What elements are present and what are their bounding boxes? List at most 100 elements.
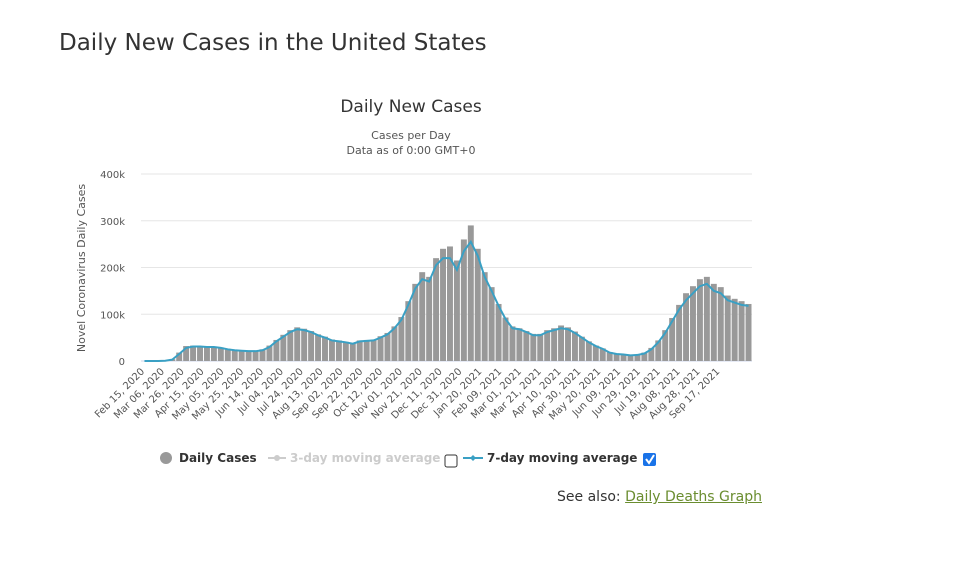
daily-deaths-graph-link[interactable]: Daily Deaths Graph [625,489,762,505]
daily-cases-bar[interactable] [599,348,606,361]
daily-cases-bar[interactable] [294,327,301,361]
daily-cases-bar[interactable] [426,276,433,361]
daily-cases-bar[interactable] [481,272,488,361]
legend-7day-label: 7-day moving average [487,451,637,465]
daily-cases-bar[interactable] [585,341,592,361]
daily-cases-bar[interactable] [273,339,280,361]
see-also-label: See also: [557,489,621,505]
daily-cases-bar[interactable] [190,345,197,361]
daily-cases-bar[interactable] [433,258,440,361]
daily-cases-bar[interactable] [703,276,710,361]
daily-cases-bar[interactable] [523,331,530,361]
y-tick-label: 400k [100,170,125,181]
daily-cases-bar[interactable] [467,225,474,361]
daily-cases-bar[interactable] [495,303,502,361]
3day-average-checkbox[interactable] [444,454,458,468]
daily-cases-bar[interactable] [578,336,585,361]
daily-cases-bar[interactable] [266,345,273,361]
daily-cases-bar[interactable] [217,347,224,361]
daily-cases-bar[interactable] [592,345,599,361]
daily-cases-bar[interactable] [502,317,509,361]
daily-cases-bar[interactable] [731,298,738,361]
daily-cases-bar[interactable] [308,331,315,361]
daily-cases-bar[interactable] [676,304,683,361]
daily-cases-bar[interactable] [558,325,565,361]
daily-cases-bar[interactable] [669,317,676,361]
daily-cases-bar[interactable] [335,340,342,361]
daily-cases-bar[interactable] [488,287,495,361]
daily-cases-bar[interactable] [405,301,412,361]
daily-cases-bar[interactable] [453,260,460,361]
checkmark-icon [645,454,655,465]
daily-cases-bar[interactable] [377,336,384,361]
daily-cases-bar[interactable] [613,353,620,361]
daily-cases-bar[interactable] [544,330,551,361]
daily-cases-bar[interactable] [648,347,655,361]
daily-cases-bar[interactable] [210,346,217,361]
daily-cases-bar[interactable] [412,283,419,361]
y-tick-label: 0 [119,357,125,368]
daily-cases-bar[interactable] [391,326,398,361]
daily-cases-bar[interactable] [183,346,190,361]
daily-cases-bar[interactable] [224,348,231,361]
daily-cases-bar[interactable] [460,239,467,361]
daily-cases-bar[interactable] [203,346,210,361]
daily-cases-bar[interactable] [322,336,328,361]
daily-cases-bar[interactable] [509,326,516,361]
legend-daily-cases[interactable]: Daily Cases [160,451,257,465]
daily-cases-bar[interactable] [252,350,259,361]
daily-cases-bar[interactable] [537,333,544,361]
daily-cases-bar[interactable] [474,248,481,361]
daily-cases-bar[interactable] [370,339,377,361]
daily-cases-bar[interactable] [280,334,287,361]
y-axis-label: Novel Coronavirus Daily Cases [75,184,88,352]
daily-cases-bar[interactable] [516,328,523,361]
daily-cases-bar[interactable] [301,328,308,361]
daily-cases-bar[interactable] [696,279,703,361]
7day-average-checkbox[interactable] [643,453,656,466]
legend-7day-average[interactable]: 7-day moving average [463,451,637,465]
daily-cases-bar[interactable] [717,287,724,361]
daily-cases-bar[interactable] [342,341,349,361]
daily-cases-bar[interactable] [571,331,578,361]
legend-7day-marker [470,455,476,461]
daily-cases-bar[interactable] [724,295,731,361]
daily-cases-bar[interactable] [419,272,426,361]
daily-cases-bar[interactable] [231,349,238,361]
y-tick-label: 300k [100,217,125,228]
daily-cases-bar[interactable] [259,349,266,361]
page-title: Daily New Cases in the United States [59,30,487,56]
daily-cases-bar[interactable] [620,353,627,361]
daily-cases-bar[interactable] [641,352,648,361]
daily-cases-bar[interactable] [690,286,696,361]
daily-cases-bar[interactable] [238,350,245,361]
daily-cases-bar[interactable] [565,327,571,361]
daily-cases-bar[interactable] [315,334,322,361]
daily-cases-bar[interactable] [349,343,356,361]
daily-cases-bar[interactable] [662,330,669,361]
daily-cases-bar[interactable] [710,283,717,361]
daily-cases-bar[interactable] [398,317,405,361]
daily-cases-bar[interactable] [530,333,537,361]
daily-cases-bar[interactable] [606,352,613,361]
daily-cases-bar[interactable] [447,246,453,361]
daily-cases-bar[interactable] [176,352,183,361]
daily-cases-bar[interactable] [328,339,335,361]
daily-cases-bar[interactable] [655,340,662,361]
daily-cases-bar[interactable] [683,293,690,361]
daily-cases-bar[interactable] [363,339,370,361]
daily-cases-bar[interactable] [738,301,745,361]
chart-subtitle-date: Data as of 0:00 GMT+0 [347,144,476,157]
daily-cases-bar[interactable] [440,248,446,361]
daily-cases-bar[interactable] [551,328,558,361]
daily-cases-bar[interactable] [627,354,634,361]
daily-cases-bar[interactable] [745,303,752,361]
daily-cases-bar[interactable] [384,332,391,361]
legend-3day-average[interactable]: 3-day moving average [268,451,440,465]
daily-cases-bar[interactable] [356,340,363,361]
daily-cases-bar[interactable] [634,354,641,361]
daily-cases-bar[interactable] [197,346,203,361]
daily-cases-bar[interactable] [245,350,252,361]
daily-cases-bar[interactable] [287,330,294,361]
